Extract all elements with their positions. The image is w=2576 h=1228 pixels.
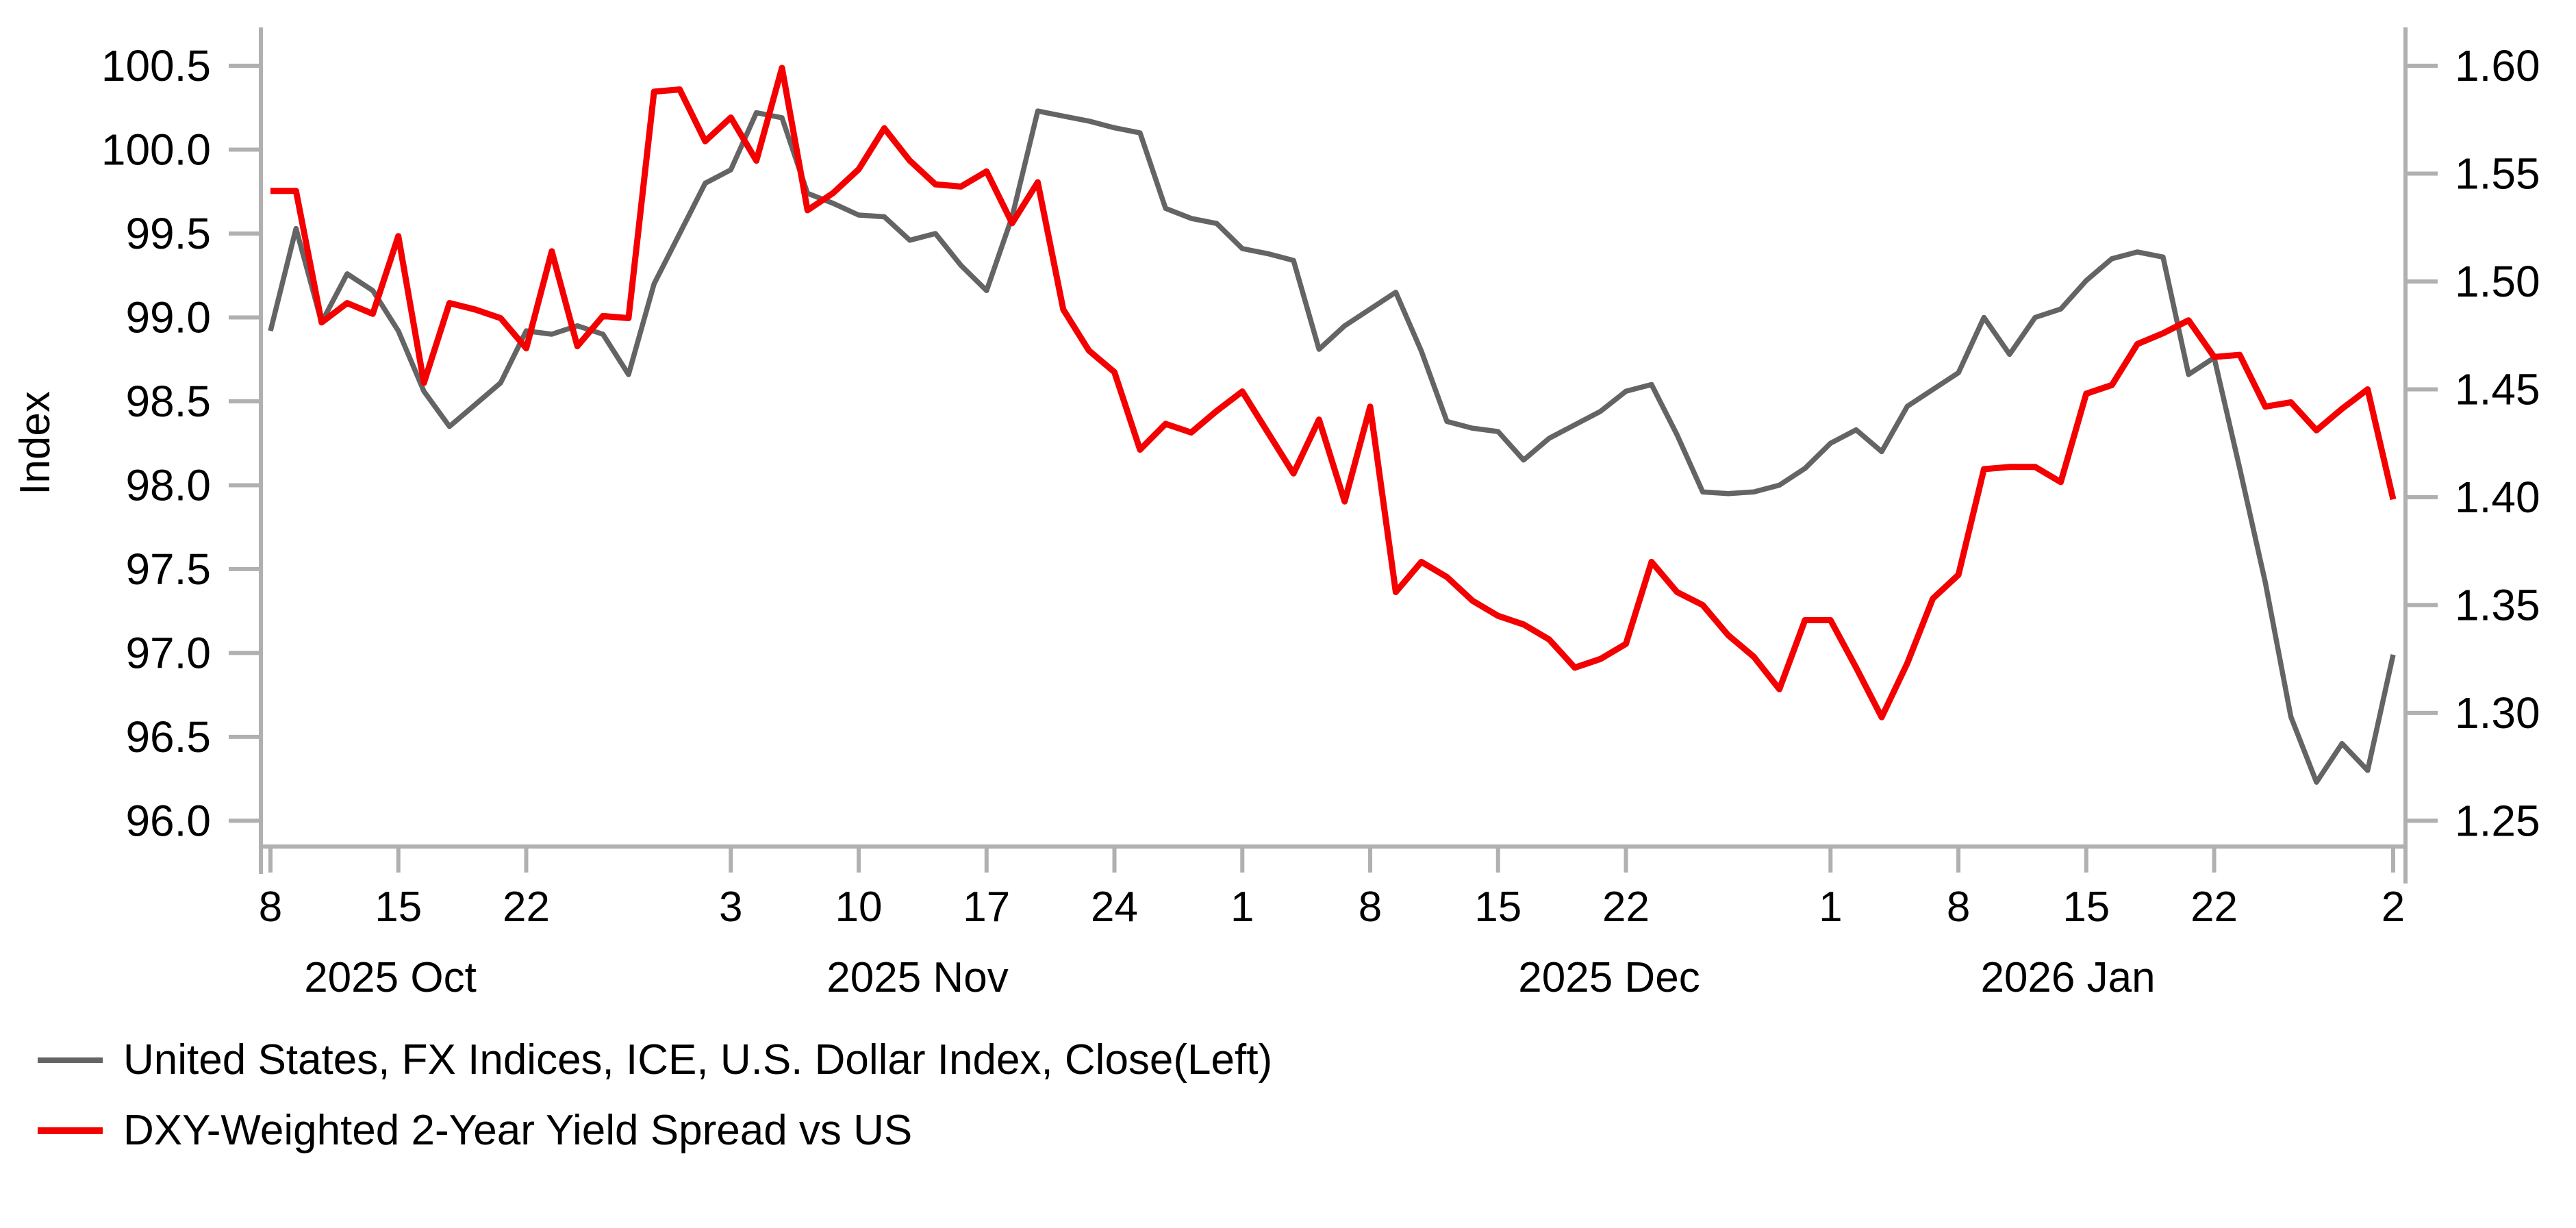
x-axis-month-label: 2025 Oct <box>304 954 477 1001</box>
x-axis-tick-label: 8 <box>259 884 282 931</box>
left-axis-tick-label: 97.5 <box>125 544 211 594</box>
right-axis-tick-label: 1.45 <box>2455 364 2540 414</box>
x-axis-tick-label: 8 <box>1947 884 1970 931</box>
right-axis-tick-label: 1.60 <box>2455 41 2540 90</box>
left-axis-tick-label: 100.0 <box>101 125 211 174</box>
x-axis-tick-label: 24 <box>1091 884 1138 931</box>
legend-swatch-red-line <box>38 1127 103 1134</box>
x-axis-tick-label: 8 <box>1359 884 1382 931</box>
x-axis-tick-label: 3 <box>719 884 742 931</box>
x-axis-tick-label: 1 <box>1819 884 1842 931</box>
x-axis-tick-label: 15 <box>375 884 422 931</box>
legend-swatch-gray-line <box>38 1057 103 1063</box>
x-axis-month-label: 2026 Jan <box>1980 954 2155 1001</box>
left-axis-tick-label: 96.0 <box>125 796 211 845</box>
legend-item-yield-spread: DXY-Weighted 2-Year Yield Spread vs US <box>38 1106 1272 1155</box>
left-axis-tick-label: 99.5 <box>125 209 211 258</box>
legend-item-usd-index: United States, FX Indices, ICE, U.S. Dol… <box>38 1036 1272 1084</box>
x-axis-month-label: 2025 Nov <box>826 954 1008 1001</box>
x-axis-tick-label: 15 <box>2062 884 2110 931</box>
y-axis-title: Index <box>12 391 59 495</box>
x-axis-tick-label: 22 <box>1602 884 1650 931</box>
right-axis-tick-label: 1.55 <box>2455 149 2540 198</box>
x-axis-tick-label: 17 <box>963 884 1010 931</box>
x-axis-tick-label: 22 <box>503 884 550 931</box>
right-axis-tick-label: 1.40 <box>2455 473 2540 522</box>
left-axis-tick-label: 98.0 <box>125 460 211 510</box>
x-axis-tick-label: 22 <box>2190 884 2238 931</box>
left-axis-tick-label: 99.0 <box>125 292 211 342</box>
x-axis-month-label: 2025 Dec <box>1518 954 1700 1001</box>
x-axis-tick-label: 15 <box>1474 884 1521 931</box>
legend-label-usd-index: United States, FX Indices, ICE, U.S. Dol… <box>123 1036 1273 1083</box>
left-axis-tick-label: 98.5 <box>125 377 211 426</box>
line-chart-canvas: 100.5 100.0 99.5 99.0 98.5 98.0 97.5 97.0 96.5 96… <box>12 27 2540 1001</box>
right-axis-tick-label: 1.25 <box>2455 796 2540 845</box>
x-axis-tick-label: 2 <box>2382 884 2405 931</box>
right-axis-tick-label: 1.35 <box>2455 580 2540 629</box>
series-line-1 <box>270 64 2397 720</box>
right-axis-tick-label: 1.30 <box>2455 688 2540 738</box>
left-axis-tick-label: 96.5 <box>125 712 211 762</box>
left-axis-tick-label: 97.0 <box>125 628 211 677</box>
left-axis-tick-label: 100.5 <box>101 41 211 90</box>
x-axis-tick-label: 1 <box>1230 884 1254 931</box>
series-line-0 <box>268 108 2396 785</box>
right-axis-tick-label: 1.50 <box>2455 257 2540 306</box>
x-axis-tick-label: 10 <box>835 884 883 931</box>
legend: United States, FX Indices, ICE, U.S. Dol… <box>38 1036 1272 1155</box>
legend-label-yield-spread: DXY-Weighted 2-Year Yield Spread vs US <box>123 1107 913 1155</box>
